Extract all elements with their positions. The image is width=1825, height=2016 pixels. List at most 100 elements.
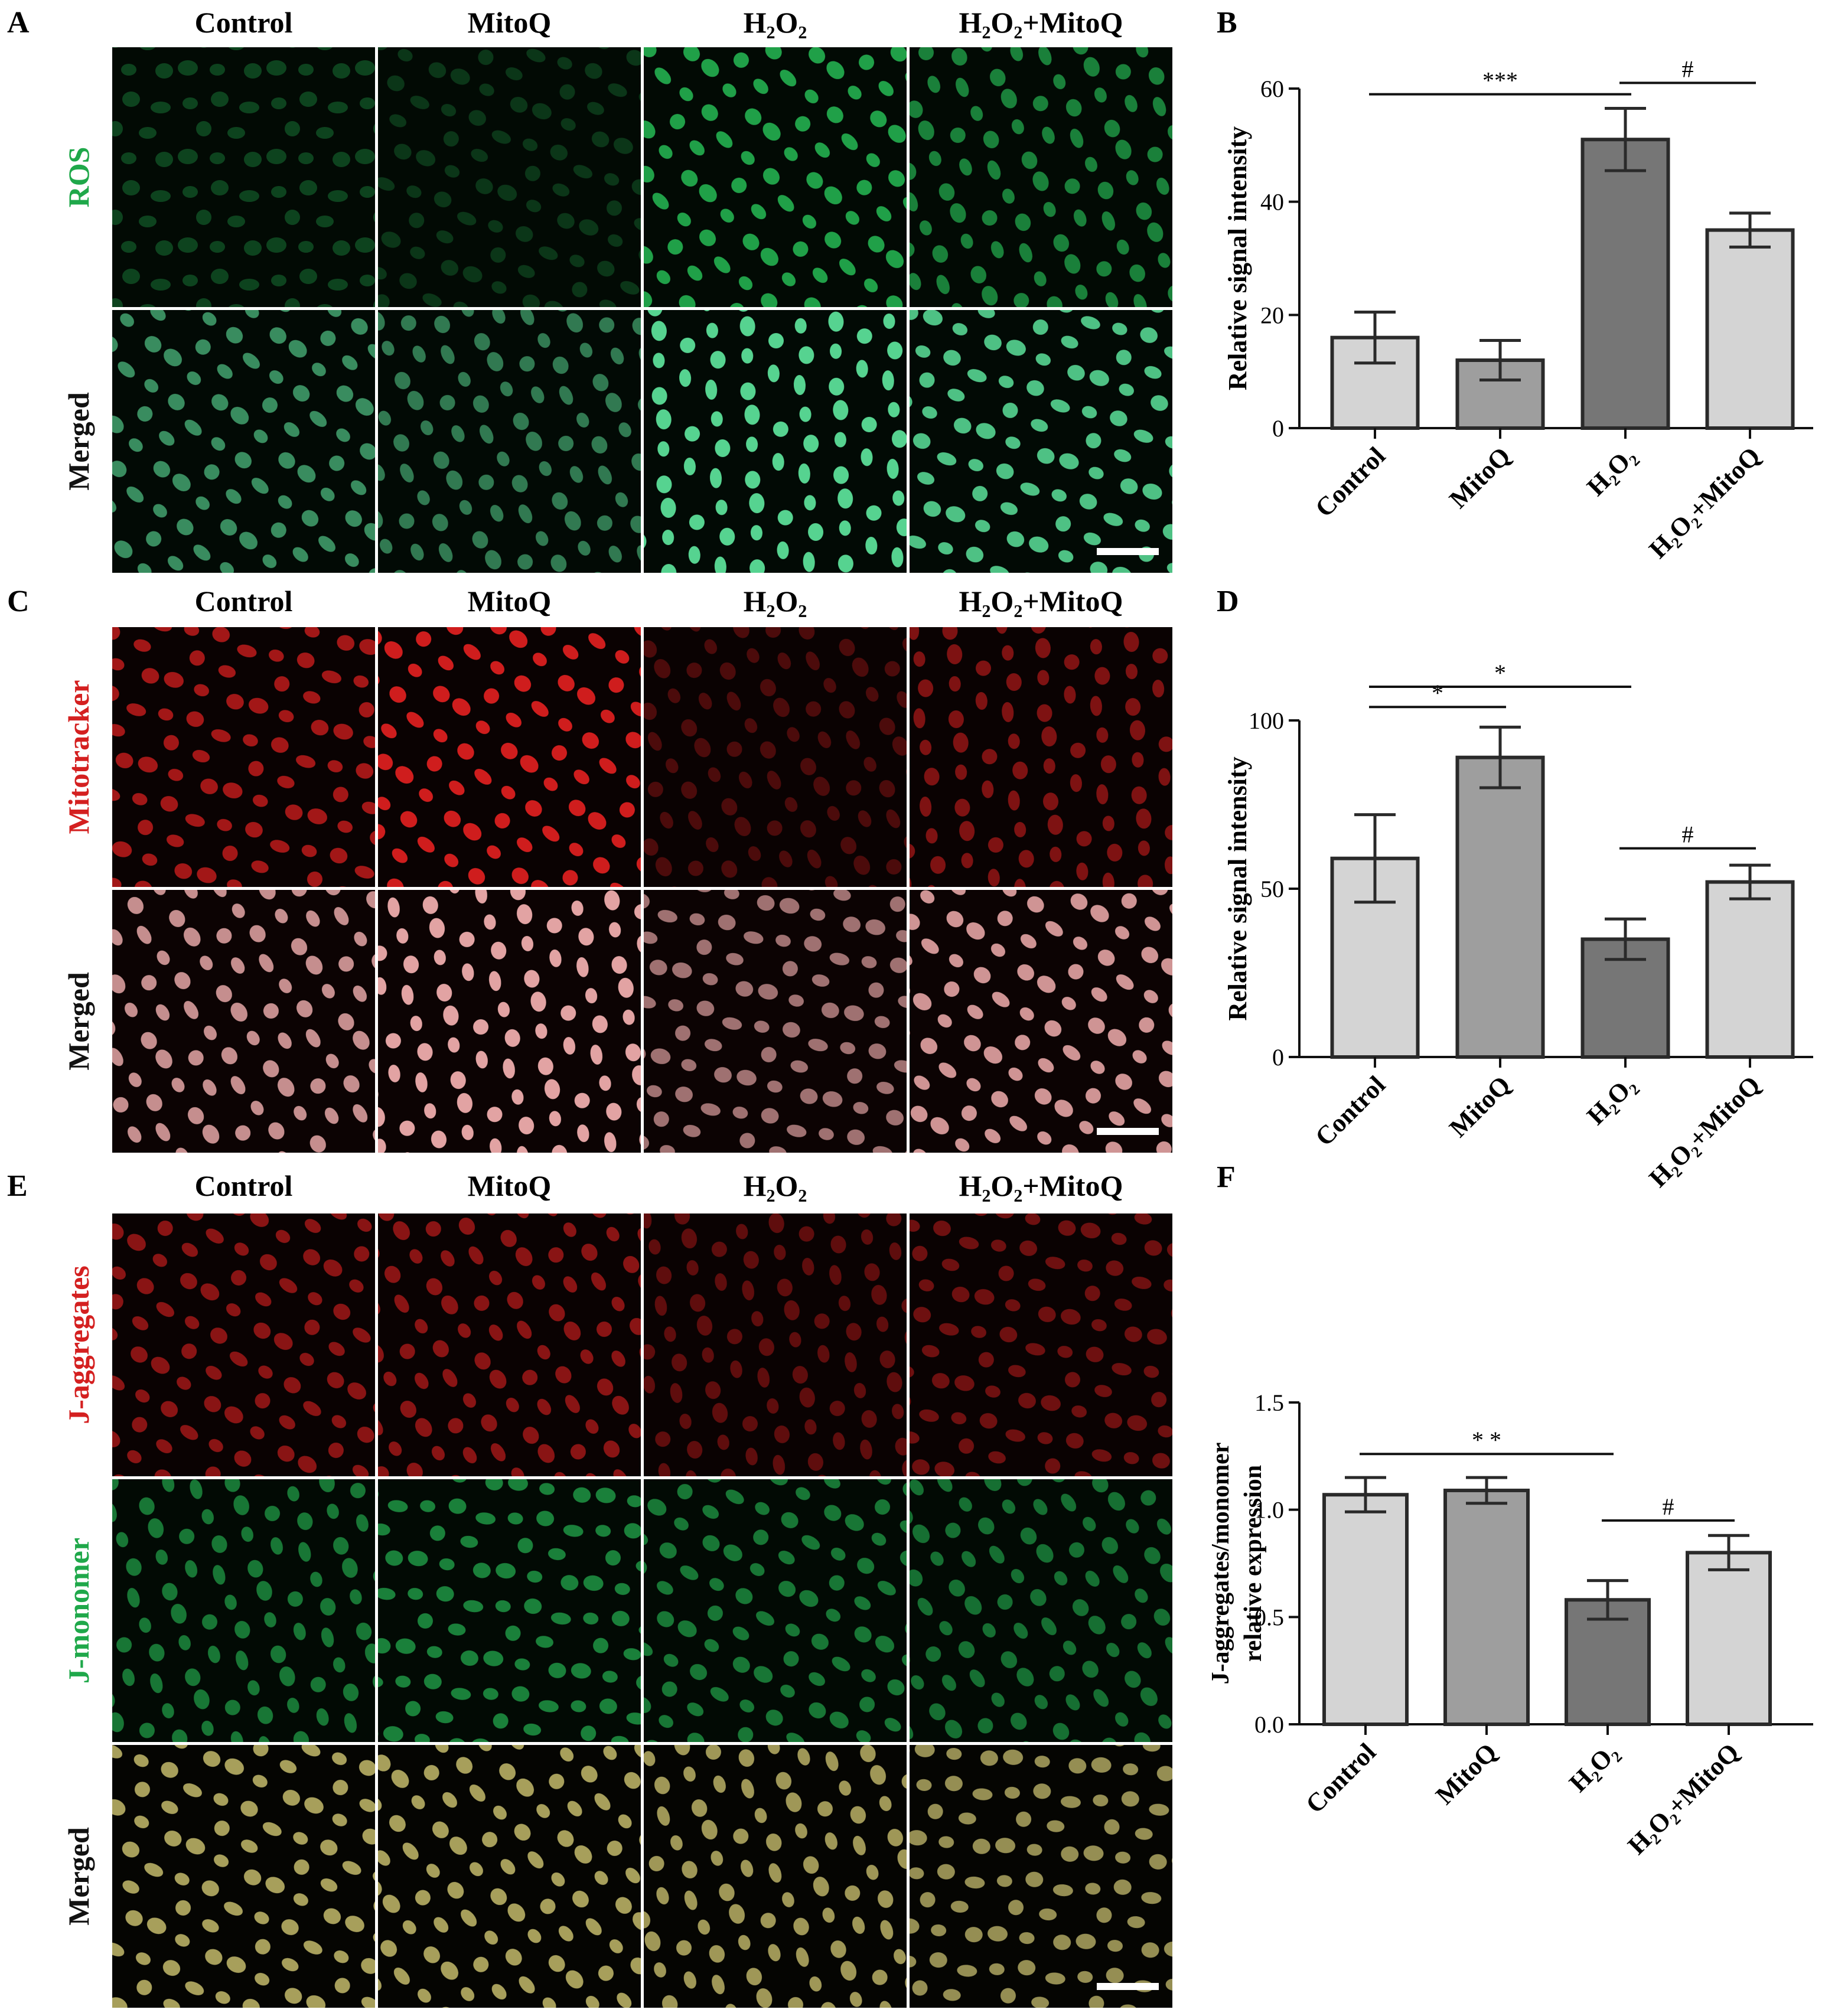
significance-label: *	[1432, 680, 1443, 706]
significance-label: #	[1682, 56, 1694, 82]
row-label: J-monomer	[62, 1538, 95, 1684]
y-tick-label: 1.5	[1254, 1389, 1284, 1416]
micrograph-e-j-monomer-3	[644, 1479, 907, 1742]
y-axis-label: Relative signal intensity	[1223, 756, 1252, 1020]
bar-chart-d: D 0 50 100 Relative signal intensity Control M…	[1217, 585, 1813, 1193]
y-axis-label-line: relative expression	[1240, 1465, 1267, 1662]
micrograph-a-ros-4	[910, 47, 1172, 307]
significance-label: ***	[1482, 67, 1518, 94]
x-category-label: Control	[1300, 1737, 1381, 1819]
significance-label: *	[1494, 660, 1506, 686]
bar-chart-f: F 0.0 0.5 1.0 1.5 J-aggregates/monomer relativ…	[1207, 1160, 1813, 1860]
micrograph-a-merged-3	[644, 310, 907, 573]
x-category-label: MitoQ	[1443, 1070, 1516, 1143]
significance-label: #	[1682, 821, 1694, 848]
significance-label: * *	[1472, 1427, 1501, 1453]
row-label: J-aggregates	[62, 1265, 95, 1424]
micrograph-e-j-monomer-2	[378, 1479, 641, 1742]
x-category-label: Control	[1309, 441, 1391, 523]
group-label: H₂O₂+MitoQ	[959, 6, 1123, 39]
x-category-label: H₂O₂	[1563, 1737, 1624, 1798]
y-tick-label: 40	[1260, 189, 1284, 216]
scale-bar	[1097, 548, 1159, 555]
micrograph-panel-a: A Control MitoQ H₂O₂ H₂O₂+MitoQ ROS Merged	[7, 6, 1172, 573]
micrograph-e-merged-2	[378, 1745, 641, 2008]
x-category-label: MitoQ	[1430, 1737, 1503, 1810]
row-label: Merged	[62, 1827, 95, 1926]
micrograph-e-j-aggregates-1	[112, 1213, 375, 1476]
bar	[1455, 755, 1545, 1059]
bar	[1322, 1493, 1409, 1727]
micrograph-c-mitotracker-2	[378, 627, 641, 887]
micrograph-e-merged-4	[910, 1745, 1172, 2008]
scale-bar	[1097, 1128, 1159, 1135]
micrograph-e-j-aggregates-2	[378, 1213, 641, 1476]
group-label: H₂O₂	[744, 1169, 807, 1202]
micrograph-c-mitotracker-4	[910, 627, 1172, 887]
micrograph-e-j-aggregates-4	[910, 1213, 1172, 1476]
group-label: H₂O₂	[744, 6, 807, 39]
y-tick-label: 20	[1260, 302, 1284, 328]
bar	[1686, 1551, 1772, 1726]
group-label: MitoQ	[468, 585, 552, 618]
panel-letter: E	[7, 1169, 28, 1203]
micrograph-a-ros-2	[378, 47, 641, 307]
micrograph-c-merged-4	[910, 890, 1172, 1153]
group-label: Control	[195, 1169, 293, 1202]
group-label: H₂O₂+MitoQ	[959, 1169, 1123, 1202]
y-tick-label: 1.0	[1254, 1497, 1284, 1524]
micrograph-c-merged-2	[378, 890, 641, 1153]
y-tick-label: 0.5	[1254, 1604, 1284, 1630]
y-tick-label: 50	[1260, 876, 1284, 902]
y-axis-label-line: J-aggregates/monomer	[1207, 1443, 1234, 1685]
row-label: Merged	[62, 392, 95, 491]
micrograph-c-mitotracker-3	[644, 627, 907, 887]
row-label: ROS	[62, 147, 95, 208]
group-label: Control	[195, 585, 293, 618]
x-category-label: H₂O₂+MitoQ	[1644, 441, 1767, 564]
bar	[1705, 228, 1795, 430]
y-tick-label: 60	[1260, 76, 1284, 102]
micrograph-a-merged-1	[112, 310, 375, 573]
x-category-label: MitoQ	[1443, 441, 1516, 514]
micrograph-a-merged-2	[378, 310, 641, 573]
scale-bar	[1097, 1983, 1159, 1990]
group-label: H₂O₂	[744, 585, 807, 618]
row-label: Merged	[62, 972, 95, 1071]
micrograph-e-merged-1	[112, 1745, 375, 2008]
bar-charts: B 0 20 40 60 Relative signal intensity Control…	[1207, 6, 1813, 1860]
group-label: MitoQ	[468, 6, 552, 39]
micrograph-c-merged-1	[112, 890, 375, 1153]
y-tick-label: 0	[1272, 1044, 1284, 1071]
panel-letter: B	[1217, 6, 1237, 40]
bar-chart-b: B 0 20 40 60 Relative signal intensity Control…	[1217, 6, 1813, 564]
x-category-label: Control	[1309, 1070, 1391, 1151]
micrograph-panel-c: C Control MitoQ H₂O₂ H₂O₂+MitoQ Mitotracker Me…	[7, 585, 1172, 1153]
row-label: Mitotracker	[62, 680, 95, 834]
micrograph-panels: A Control MitoQ H₂O₂ H₂O₂+MitoQ ROS Merged C Con…	[7, 6, 1172, 2008]
micrograph-e-j-monomer-1	[112, 1479, 375, 1742]
panel-letter: F	[1217, 1160, 1236, 1194]
panel-letter: D	[1217, 585, 1239, 618]
group-label: Control	[195, 6, 293, 39]
micrograph-c-merged-3	[644, 890, 907, 1153]
y-tick-label: 100	[1249, 707, 1284, 734]
group-label: H₂O₂+MitoQ	[959, 585, 1123, 618]
x-category-label: H₂O₂	[1581, 1070, 1641, 1130]
micrograph-e-merged-3	[644, 1745, 907, 2008]
micrograph-e-j-monomer-4	[910, 1479, 1172, 1742]
micrograph-panel-e: E Control MitoQ H₂O₂ H₂O₂+MitoQ J-aggregates J…	[7, 1169, 1172, 2008]
bar	[1580, 138, 1670, 430]
micrograph-a-ros-3	[644, 47, 907, 307]
panel-letter: A	[7, 6, 30, 40]
y-axis-label: Relative signal intensity	[1223, 126, 1252, 390]
bar	[1705, 880, 1795, 1059]
y-tick-label: 0.0	[1254, 1711, 1284, 1738]
micrograph-a-ros-1	[112, 47, 375, 307]
y-tick-label: 0	[1272, 415, 1284, 442]
group-label: MitoQ	[468, 1169, 552, 1202]
micrograph-c-mitotracker-1	[112, 627, 375, 887]
x-category-label: H₂O₂+MitoQ	[1644, 1070, 1767, 1193]
micrograph-a-merged-4	[910, 310, 1172, 573]
